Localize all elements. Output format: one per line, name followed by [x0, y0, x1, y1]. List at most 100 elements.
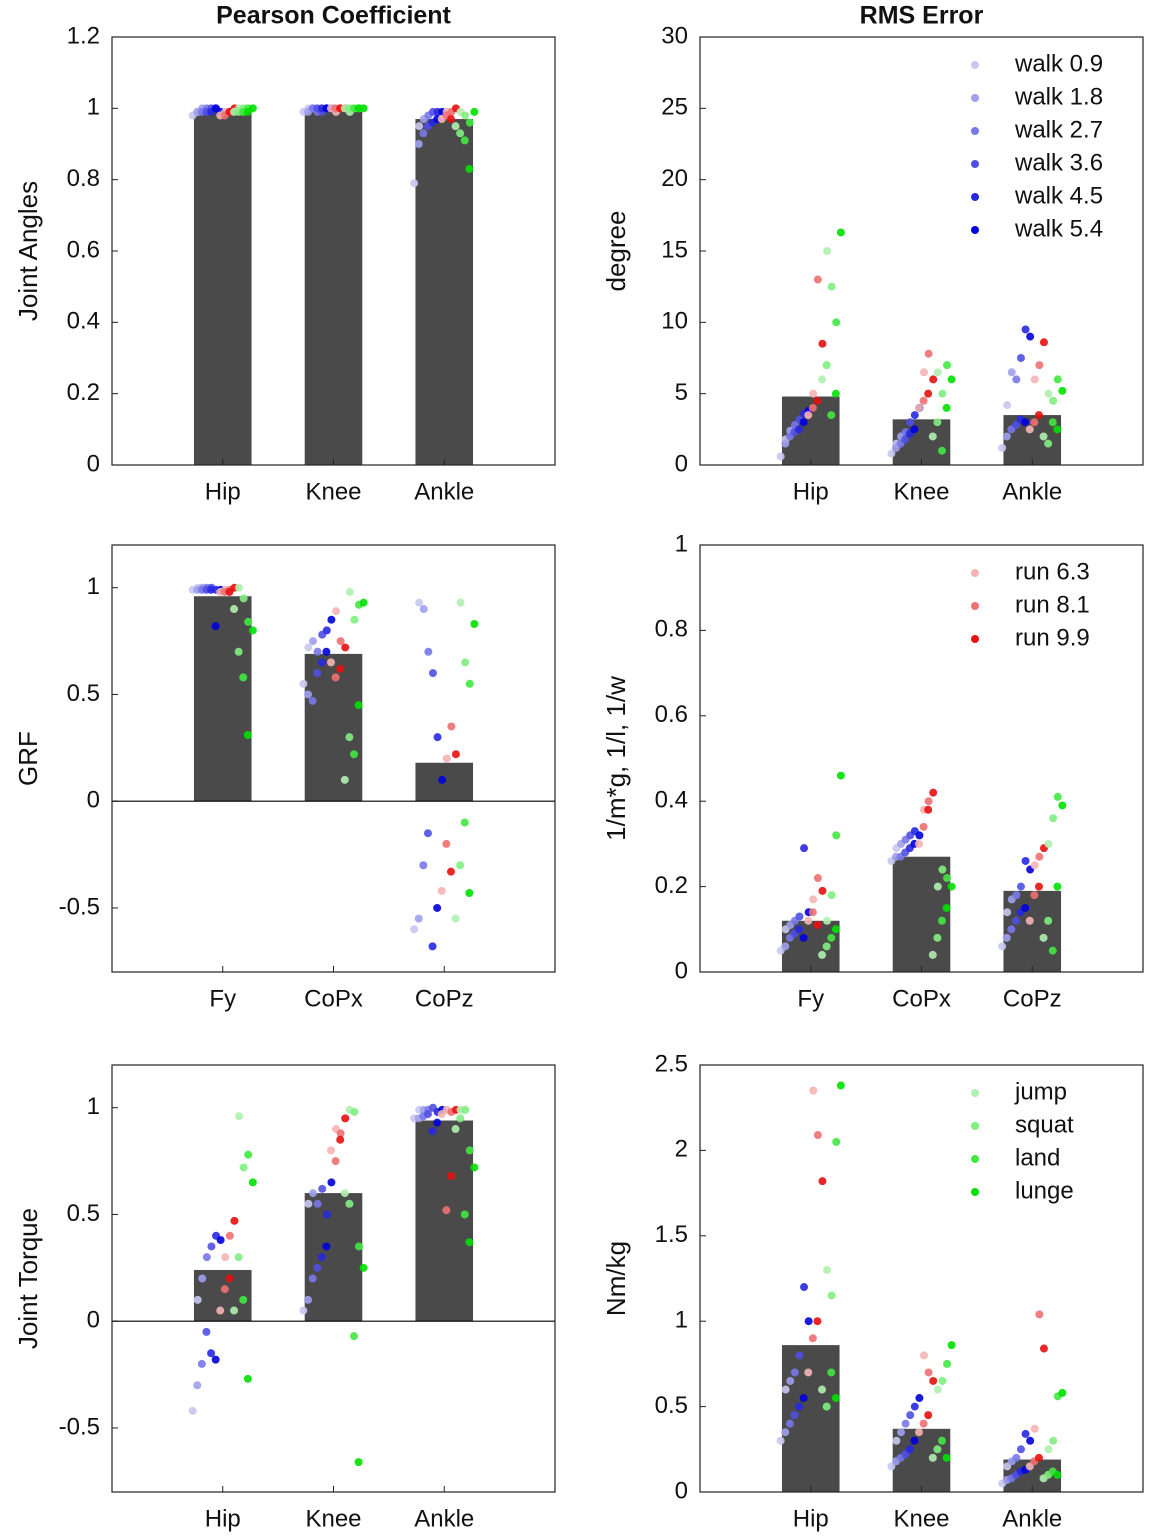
data-point [451, 122, 460, 131]
y-tick-label: 0.5 [67, 680, 100, 707]
data-point [414, 914, 423, 923]
x-tick-label: Ankle [414, 1505, 474, 1532]
data-point [906, 1411, 915, 1420]
data-point [1053, 375, 1062, 384]
data-point [235, 1112, 244, 1121]
x-tick-label: Knee [893, 1505, 949, 1532]
data-point [345, 587, 354, 596]
data-point [193, 1295, 202, 1304]
data-point [795, 925, 804, 934]
data-point [924, 797, 933, 806]
data-point [225, 1274, 234, 1283]
y-tick-label: 0.4 [655, 787, 688, 814]
x-tick-label: Fy [797, 985, 824, 1012]
data-point [202, 1327, 211, 1336]
data-point [915, 839, 923, 848]
data-point [239, 1163, 248, 1172]
bar [415, 1120, 474, 1322]
legend-marker [971, 1188, 979, 1196]
y-tick-label: 0.2 [67, 379, 100, 406]
x-tick-label: Hip [205, 478, 241, 505]
data-point [1035, 361, 1044, 370]
data-point [818, 950, 827, 959]
y-tick-label: 1 [675, 530, 688, 557]
data-point [308, 1274, 317, 1283]
y-axis-label: Joint Angles [13, 181, 43, 321]
data-point [836, 228, 845, 237]
data-point [915, 1394, 924, 1403]
data-point [799, 933, 808, 942]
data-point [304, 1199, 313, 1208]
data-point [813, 921, 822, 930]
data-point [359, 104, 368, 113]
data-point [317, 1253, 326, 1262]
legend-marker [971, 226, 979, 234]
data-point [947, 1341, 956, 1350]
data-point [1053, 1470, 1062, 1479]
data-point [785, 1419, 794, 1428]
legend-marker [971, 635, 979, 643]
data-point [910, 425, 919, 434]
data-point [813, 396, 822, 405]
data-point [1058, 801, 1067, 810]
data-point [786, 1376, 795, 1385]
data-point [938, 446, 946, 455]
data-point [929, 788, 938, 797]
data-point [456, 598, 465, 607]
data-point [243, 1374, 252, 1383]
x-tick-label: Hip [793, 1505, 829, 1532]
data-point [942, 1453, 951, 1462]
data-point [832, 1137, 841, 1146]
data-point [239, 673, 248, 682]
data-point [1016, 1445, 1025, 1454]
data-point [1030, 418, 1039, 427]
data-point [470, 107, 479, 116]
data-point [942, 403, 951, 412]
data-point [1003, 1462, 1012, 1471]
subplot-title: Pearson Coefficient [216, 2, 451, 30]
x-tick-label: Knee [305, 1505, 361, 1532]
bar [781, 1345, 840, 1492]
data-point [1012, 375, 1021, 384]
legend-label: walk 5.4 [1014, 215, 1103, 242]
data-point [235, 583, 244, 592]
legend-marker [971, 1155, 979, 1163]
data-point [446, 1172, 455, 1181]
data-point [327, 615, 336, 624]
data-point [1025, 425, 1034, 434]
data-point [451, 914, 460, 923]
data-point [924, 1368, 933, 1377]
data-point [1030, 861, 1039, 870]
data-point [1002, 432, 1011, 441]
data-point [470, 619, 479, 628]
data-point [327, 1178, 336, 1187]
plot-area [700, 1065, 1143, 1492]
data-point [331, 1157, 340, 1166]
data-point [920, 368, 928, 377]
data-point [332, 607, 340, 616]
data-point [1053, 425, 1062, 434]
data-point [942, 903, 951, 912]
data-point [1058, 386, 1067, 395]
data-point [355, 1242, 363, 1251]
data-point [1039, 432, 1048, 441]
data-point [809, 1086, 818, 1095]
data-point [419, 129, 428, 138]
data-point [906, 418, 915, 427]
data-point [919, 396, 928, 405]
data-point [456, 129, 465, 138]
data-point [836, 1081, 845, 1090]
data-point [823, 247, 832, 255]
legend-label: walk 1.8 [1014, 83, 1103, 110]
y-tick-label: 1 [87, 94, 100, 121]
data-point [818, 339, 827, 348]
data-point [795, 912, 804, 921]
data-point [322, 1210, 331, 1219]
data-point [1048, 946, 1057, 955]
data-point [1021, 418, 1030, 427]
legend-label: run 6.3 [1015, 558, 1090, 585]
data-point [827, 282, 836, 291]
y-tick-label: 0.2 [655, 872, 688, 899]
legend-label: run 8.1 [1015, 591, 1090, 618]
y-tick-label: -0.5 [59, 1413, 100, 1440]
